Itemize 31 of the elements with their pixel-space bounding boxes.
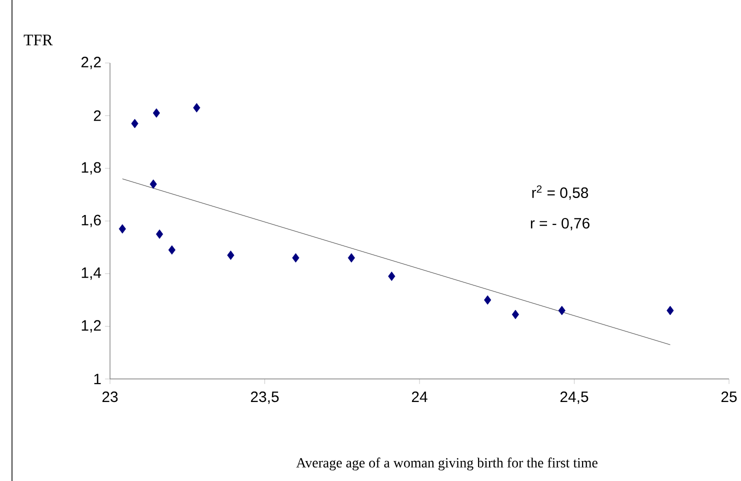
point: [168, 245, 176, 255]
point: [348, 253, 355, 263]
point: [388, 272, 396, 281]
y-tick-label: 1,8: [82, 162, 101, 174]
point: [156, 229, 164, 239]
x-tick-label: 25: [721, 392, 737, 402]
y-tick-label: 2,2: [81, 56, 101, 70]
point: [558, 306, 566, 316]
annotation: r = - 0,76: [530, 218, 590, 230]
annotation: r$^{2}$ = 0,58: [532, 185, 588, 200]
point: [227, 250, 234, 260]
point: [512, 310, 520, 320]
point: [666, 306, 674, 316]
point: [118, 224, 126, 234]
point: [152, 108, 160, 118]
x-tick-label: 23: [102, 392, 118, 402]
point: [484, 295, 492, 305]
y-tick-label: 1,6: [82, 214, 101, 228]
x-tick-label: 24,5: [560, 392, 588, 404]
y-tick-label: 2: [94, 110, 101, 121]
point: [193, 103, 200, 112]
y-tick-label: 1,2: [82, 320, 101, 332]
x-tick-label: 24: [412, 392, 428, 402]
point: [150, 179, 157, 189]
point: [131, 118, 138, 128]
y-axis-title: TFR: [24, 34, 53, 46]
x-axis-title: Average age of a woman giving birth for the first time: [296, 458, 598, 470]
y-tick-label: 1,4: [82, 268, 102, 280]
y-tick-label: 1: [94, 374, 101, 384]
point: [292, 253, 300, 263]
x-tick-label: 23,5: [250, 392, 279, 404]
